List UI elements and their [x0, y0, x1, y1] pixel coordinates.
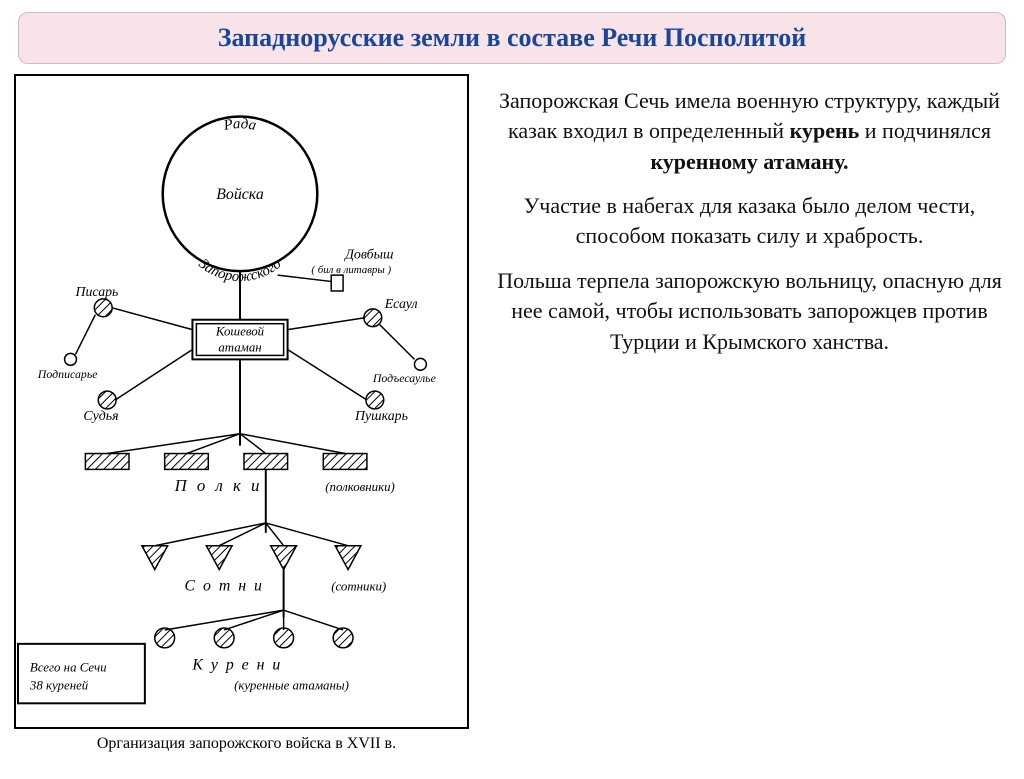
polki-label: П о л к и: [174, 476, 263, 495]
podesaul-label: Подъесаулье: [372, 371, 436, 385]
esaul-label: Есаул: [384, 297, 418, 312]
content-row: Рада Запорожского Войска Кошевой атаман …: [0, 72, 1024, 757]
note-l1: Всего на Сечи: [30, 661, 107, 675]
dovbysh-sub: ( бил в литавры ): [311, 264, 391, 276]
para-1: Запорожская Сечь имела военную структуру…: [495, 86, 1004, 177]
rada-center: Войска: [216, 186, 264, 203]
para-3: Польша терпела запорожскую вольницу, опа…: [495, 266, 1004, 357]
koshevoy-l1: Кошевой: [215, 325, 265, 339]
kureni-label: К у р е н и: [191, 657, 282, 674]
sotni-label: С о т н и: [185, 577, 264, 594]
koshevoy-l2: атаман: [218, 340, 261, 354]
diagram-column: Рада Запорожского Войска Кошевой атаман …: [14, 74, 479, 753]
pushkar-label: Пушкарь: [354, 409, 408, 424]
kureni-sub: (куренные атаманы): [234, 678, 349, 692]
text-column: Запорожская Сечь имела военную структуру…: [489, 74, 1010, 753]
kureni-group: [155, 628, 353, 648]
diagram-container: Рада Запорожского Войска Кошевой атаман …: [14, 74, 469, 729]
para-2: Участие в набегах для казака было делом …: [495, 191, 1004, 252]
org-diagram-svg: Рада Запорожского Войска Кошевой атаман …: [16, 76, 467, 727]
dovbysh-label: Довбыш: [343, 247, 393, 262]
sotni-sub: (сотники): [331, 579, 386, 593]
page-header: Западнорусские земли в составе Речи Посп…: [18, 12, 1006, 64]
polki-group: [85, 454, 367, 470]
podpisar-label: Подписарье: [37, 367, 98, 381]
note-l2: 38 куреней: [29, 678, 89, 692]
sudya-label: Судья: [83, 409, 118, 424]
svg-text:Рада: Рада: [222, 116, 258, 134]
sotni-group: [142, 546, 361, 570]
pisar-label: Писарь: [74, 285, 118, 300]
diagram-caption: Организация запорожского войска в XVII в…: [14, 735, 479, 753]
rada-arc-top: Рада: [222, 116, 258, 134]
header-title: Западнорусские земли в составе Речи Посп…: [218, 23, 806, 52]
polki-sub: (полковники): [325, 480, 395, 494]
